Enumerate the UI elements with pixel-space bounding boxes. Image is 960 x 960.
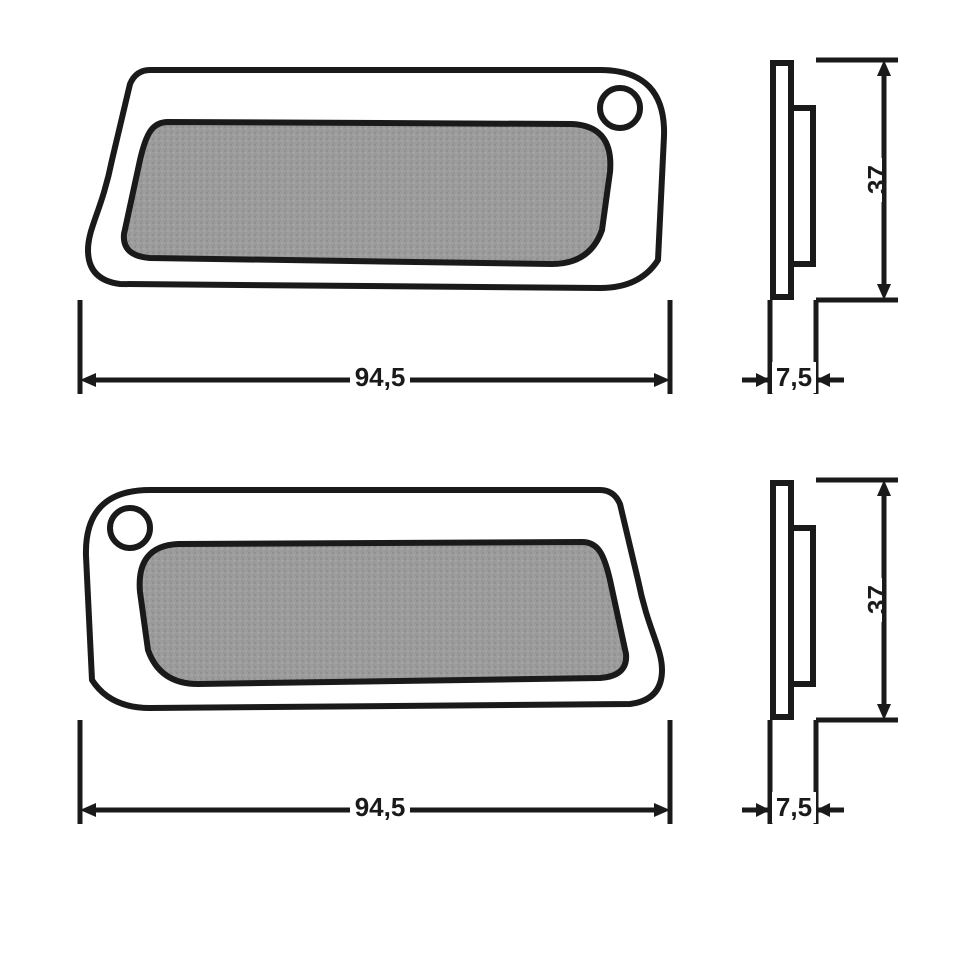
- dim-bottom-height: [0, 0, 960, 960]
- dim-bottom-height-label: 37: [862, 578, 882, 622]
- technical-drawing: 94,5 7,5 37 94,5 7,5: [0, 0, 960, 960]
